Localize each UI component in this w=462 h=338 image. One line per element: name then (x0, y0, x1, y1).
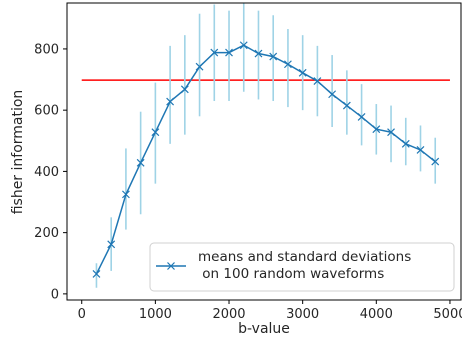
data-point (121, 190, 130, 199)
legend-label: means and standard deviations on 100 ran… (198, 249, 411, 282)
data-point (107, 240, 116, 249)
marker-stroke (298, 68, 307, 77)
y-tick-label: 200 (34, 226, 59, 241)
data-point (225, 48, 233, 57)
data-point (269, 52, 278, 61)
data-point (151, 128, 160, 137)
marker-stroke (269, 52, 278, 61)
marker-stroke (151, 128, 160, 137)
data-point (387, 128, 395, 137)
series-line (95, 44, 436, 275)
data-point (239, 41, 248, 50)
x-tick-label: 2000 (212, 307, 245, 322)
marker-stroke (180, 85, 189, 94)
marker-stroke (167, 262, 175, 270)
data-point (431, 157, 440, 166)
marker-stroke (225, 48, 233, 57)
legend-label-line: on 100 random waveforms (198, 266, 384, 282)
marker-stroke (387, 128, 395, 137)
data-point (357, 112, 366, 121)
marker-stroke (313, 77, 322, 86)
data-point (416, 146, 425, 154)
marker-stroke (284, 60, 292, 69)
x-axis-label: b-value (238, 321, 290, 337)
legend-box (149, 242, 455, 292)
marker-stroke (401, 139, 410, 148)
y-axis-label: fisher information (10, 90, 26, 215)
data-point (210, 48, 219, 57)
marker-stroke (372, 125, 381, 134)
y-tick-label: 600 (34, 104, 59, 119)
x-tick-label: 3000 (286, 307, 319, 322)
marker-stroke (416, 146, 425, 154)
data-point (92, 270, 101, 278)
x-tick-label: 1000 (139, 307, 172, 322)
marker-stroke (121, 190, 130, 199)
marker-stroke (254, 49, 263, 58)
data-point (254, 49, 263, 58)
marker-stroke (431, 157, 440, 166)
y-tick-label: 800 (34, 42, 59, 57)
data-point (195, 62, 204, 71)
axes-layer (66, 2, 462, 301)
marker-stroke (92, 270, 101, 278)
marker-stroke (239, 41, 248, 50)
marker-stroke (136, 158, 145, 167)
x-tick-label: 0 (78, 307, 86, 322)
marker-stroke (342, 101, 351, 110)
legend-marker-sample (167, 262, 175, 270)
legend-x-marker (167, 262, 175, 270)
marker-stroke (328, 90, 337, 99)
y-tick-label: 0 (51, 287, 59, 302)
data-point (342, 101, 351, 110)
marker-layer (92, 41, 440, 278)
x-tick-label: 4000 (360, 307, 393, 322)
data-point (298, 68, 307, 77)
data-point (401, 139, 410, 148)
marker-stroke (210, 48, 219, 57)
data-point (136, 158, 145, 167)
axes-frame (66, 2, 462, 301)
marker-stroke (195, 62, 204, 71)
series-line-layer (95, 44, 436, 275)
data-point (180, 85, 189, 94)
legend-label-line: means and standard deviations (198, 249, 411, 265)
data-point (313, 77, 322, 86)
marker-stroke (107, 240, 116, 249)
legend: means and standard deviations on 100 ran… (149, 242, 455, 292)
marker-stroke (166, 97, 175, 106)
data-point (284, 60, 292, 69)
data-point (328, 90, 337, 99)
data-point (372, 125, 381, 134)
y-tick-label: 400 (34, 165, 59, 180)
data-point (166, 97, 175, 106)
marker-stroke (357, 112, 366, 121)
